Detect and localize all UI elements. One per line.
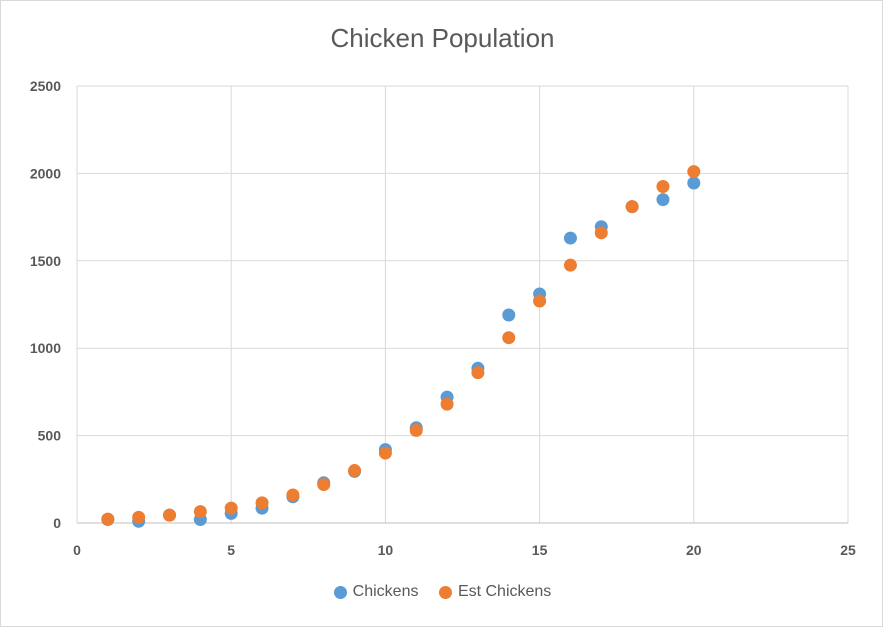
data-point	[471, 366, 485, 380]
data-point	[625, 200, 639, 214]
data-point	[348, 464, 362, 478]
data-point	[594, 226, 608, 240]
data-point	[656, 193, 670, 207]
data-point	[409, 423, 423, 437]
grid-layer	[77, 85, 849, 523]
data-point	[563, 231, 577, 245]
x-tick-label: 5	[227, 542, 235, 558]
series-layer	[101, 165, 701, 528]
y-tick-label: 1000	[30, 340, 61, 356]
legend-marker-chickens	[333, 585, 347, 599]
data-point	[132, 510, 146, 524]
series-est-chickens	[101, 165, 701, 526]
y-tick-label: 2500	[30, 78, 61, 94]
data-point	[317, 478, 331, 492]
legend-item-est-chickens: Est Chickens	[438, 583, 552, 601]
axis-layer: 0 500 1000 1500 2000 2500 0 5 10 15 20 25	[30, 78, 856, 558]
legend-label-est-chickens: Est Chickens	[457, 583, 552, 600]
data-point	[224, 501, 238, 515]
x-tick-label: 25	[840, 542, 856, 558]
series-chickens	[101, 176, 701, 528]
x-tick-label: 0	[73, 542, 81, 558]
chart-title: Chicken Population	[330, 23, 555, 53]
legend-marker-est-chickens	[438, 585, 452, 599]
data-point	[502, 308, 516, 322]
x-tick-label: 10	[378, 542, 394, 558]
data-point	[163, 508, 177, 522]
data-point	[502, 331, 516, 345]
data-point	[563, 258, 577, 272]
data-point	[687, 165, 701, 179]
y-tick-label: 0	[53, 515, 61, 531]
data-point	[440, 397, 454, 411]
legend-label-chickens: Chickens	[352, 583, 419, 600]
data-point	[656, 180, 670, 194]
data-point	[533, 294, 547, 308]
y-tick-label: 500	[38, 428, 62, 444]
y-tick-label: 2000	[30, 165, 61, 181]
data-point	[255, 496, 269, 510]
data-point	[286, 488, 300, 502]
legend-item-chickens: Chickens	[333, 583, 419, 601]
data-point	[101, 512, 115, 526]
scatter-plot: 0 500 1000 1500 2000 2500 0 5 10 15 20 25	[30, 78, 856, 558]
legend: Chickens Est Chickens	[1, 583, 883, 604]
x-tick-label: 20	[686, 542, 702, 558]
data-point	[687, 176, 701, 190]
data-point	[378, 446, 392, 460]
data-point	[193, 505, 207, 519]
y-tick-label: 1500	[30, 253, 61, 269]
x-tick-label: 15	[532, 542, 548, 558]
